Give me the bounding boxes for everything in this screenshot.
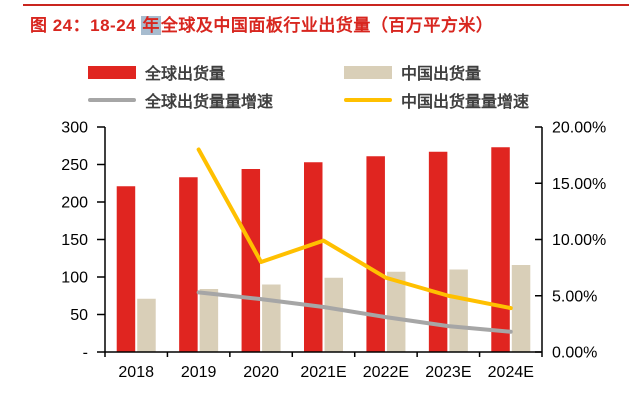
line-global-growth <box>196 290 513 334</box>
legend-swatch-global-line <box>88 98 136 102</box>
bar-global-2020 <box>241 169 261 352</box>
bar-global-2022E <box>366 156 385 352</box>
left-axis-label: 200 <box>61 195 88 212</box>
x-axis-label: 2019 <box>181 364 217 381</box>
bar-global-2018 <box>116 186 136 352</box>
bar-china-2022E <box>386 271 406 352</box>
x-axis-label: 2023E <box>425 364 471 381</box>
bar-china-2020 <box>262 284 281 352</box>
title-top-rule <box>23 4 629 6</box>
left-axis-label: 250 <box>61 157 88 174</box>
line-china-growth <box>196 147 513 311</box>
legend-item-china-shipments: 中国出货量 <box>344 60 529 84</box>
right-axis-label: 5.00% <box>552 288 597 305</box>
x-axis-label: 2020 <box>243 364 279 381</box>
bar-china-2024E <box>511 265 531 352</box>
bar-china-2021E <box>324 277 343 352</box>
figure-title: 图 24：18-24 年全球及中国面板行业出货量（百万平方米） <box>30 11 493 36</box>
right-axis-label: 20.00% <box>552 120 606 137</box>
legend-swatch-china-bar <box>344 65 392 79</box>
left-axis-label: 150 <box>61 232 88 249</box>
legend-item-global-growth: 全球出货量量增速 <box>88 88 344 112</box>
figure-title-prefix: 图 24：18-24 <box>30 16 142 35</box>
legend-item-global-shipments: 全球出货量 <box>88 60 344 84</box>
legend-label-china-growth: 中国出货量量增速 <box>401 94 530 111</box>
bar-global-2024E <box>491 147 510 352</box>
bar-china-2023E <box>449 269 468 352</box>
right-axis-label: 15.00% <box>552 176 606 193</box>
figure-title-selection-highlight: 年 <box>141 16 161 35</box>
legend-swatch-china-line <box>344 98 392 102</box>
x-axis-label: 2021E <box>300 364 346 381</box>
left-axis-label: 300 <box>61 120 88 137</box>
bar-global-2023E <box>428 151 448 352</box>
legend-swatch-global-bar <box>88 65 136 79</box>
bar-china-2019 <box>199 289 219 352</box>
bar-global-2019 <box>179 177 198 352</box>
figure-title-suffix: 全球及中国面板行业出货量（百万平方米） <box>160 16 494 35</box>
right-axis-label: 0.00% <box>552 345 597 362</box>
bar-global-2021E <box>304 162 323 352</box>
legend-item-china-growth: 中国出货量量增速 <box>344 88 529 112</box>
left-axis-label: 50 <box>70 307 88 324</box>
combo-chart: - 50 100 150 200 250 300 0.00% 5.00% 10.00% 15.00%… <box>61 120 606 382</box>
right-axis-label: 10.00% <box>552 232 606 249</box>
chart-legend: 全球出货量 中国出货量 全球出货量量增速 中国出货量量增速 <box>88 58 529 114</box>
legend-label-global-growth: 全球出货量量增速 <box>145 94 274 111</box>
bar-china-2018 <box>137 298 156 352</box>
x-axis-label: 2018 <box>118 364 154 381</box>
x-axis-label: 2024E <box>488 364 534 381</box>
legend-label-china-shipments: 中国出货量 <box>401 66 482 83</box>
left-axis-label: 100 <box>61 270 88 287</box>
legend-label-global-shipments: 全球出货量 <box>145 66 226 83</box>
left-axis-label: - <box>83 345 88 362</box>
x-axis-label: 2022E <box>363 364 409 381</box>
